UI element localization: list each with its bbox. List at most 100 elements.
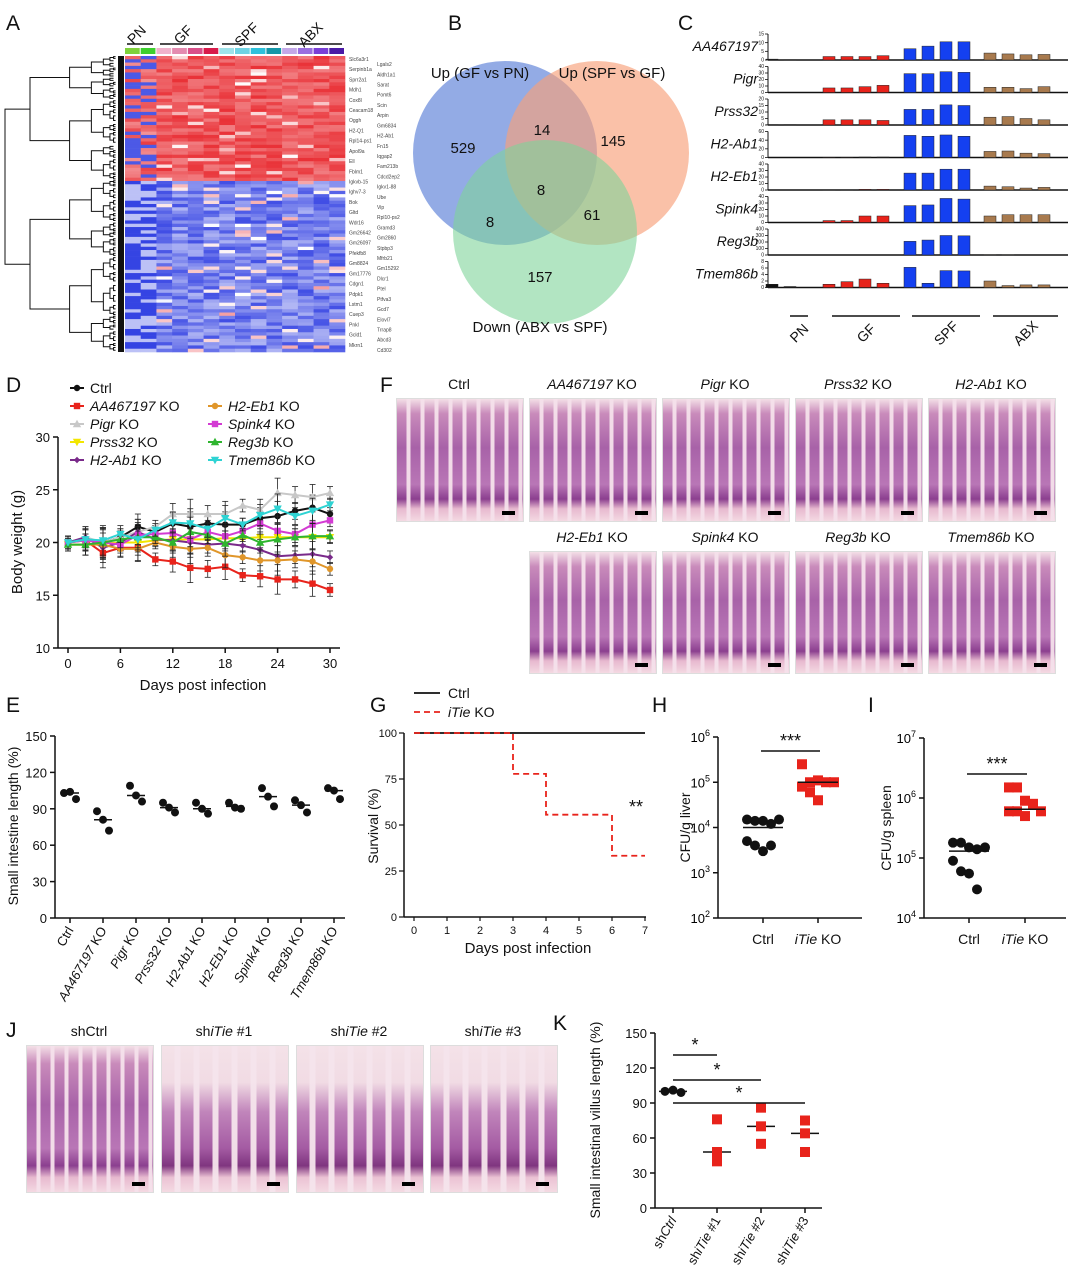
heatmap-cell <box>203 286 220 290</box>
heatmap-cell <box>203 151 220 155</box>
heatmap-cell <box>140 134 157 139</box>
bar <box>939 168 953 191</box>
heatmap-cell <box>187 263 204 267</box>
bar <box>903 205 917 223</box>
heatmap-cell <box>313 335 330 340</box>
heatmap-cell <box>235 144 252 149</box>
gene-label: Fblm1 <box>349 169 363 175</box>
heatmap-cell <box>266 210 283 215</box>
heatmap-cell <box>156 111 173 116</box>
series-line <box>67 491 331 544</box>
heatmap-cell <box>250 338 267 343</box>
data-point <box>171 808 179 817</box>
heatmap-cell <box>250 305 267 310</box>
heatmap-cell <box>282 151 299 155</box>
sample-color-bar <box>156 48 172 54</box>
heatmap-cell <box>329 148 346 152</box>
heatmap-cell <box>219 250 236 254</box>
heatmap-cell <box>250 319 267 323</box>
heatmap-cell <box>156 266 173 271</box>
heatmap-cell <box>125 279 142 284</box>
heatmap-cell <box>266 184 283 188</box>
legend-label: Reg3b KO <box>228 434 293 450</box>
heatmap-cell <box>266 246 283 251</box>
heatmap-cell <box>282 325 299 330</box>
heatmap-cell <box>140 171 157 175</box>
heatmap-cell <box>156 180 173 185</box>
y-tick-label: 104 <box>897 909 916 926</box>
heatmap-cell <box>125 236 142 241</box>
marker-triangle-down <box>116 530 125 539</box>
heatmap-cell <box>313 319 330 323</box>
heatmap-cell <box>187 59 204 63</box>
heatmap-cell <box>313 164 330 169</box>
heatmap-cell <box>187 279 204 284</box>
heatmap-cell <box>125 332 142 336</box>
heatmap-cell <box>282 220 299 225</box>
heatmap-cell <box>187 190 204 195</box>
heatmap-cell <box>140 259 157 264</box>
heatmap-cell <box>250 108 267 113</box>
heatmap-cell <box>219 187 236 192</box>
bar <box>858 86 872 93</box>
heatmap-cell <box>313 312 330 317</box>
y-axis-title: Survival (%) <box>365 788 381 863</box>
heatmap-cell <box>313 200 330 205</box>
heatmap-cell <box>187 305 204 310</box>
heatmap-cell <box>187 102 204 106</box>
heatmap-cell <box>282 174 299 178</box>
heatmap-cell <box>156 95 173 100</box>
x-tick-label: 18 <box>218 656 232 671</box>
heatmap-cell <box>219 121 236 126</box>
heatmap-cell <box>125 171 142 175</box>
y-tick-label: 102 <box>691 909 710 926</box>
heatmap-cell <box>172 95 189 100</box>
heatmap-cell <box>297 72 314 77</box>
heatmap-cell <box>156 276 173 280</box>
heatmap-cell <box>219 302 236 307</box>
heatmap-cell <box>125 217 142 221</box>
heatmap-cell <box>203 266 220 271</box>
heatmap-cell <box>282 335 299 340</box>
heatmap-cell <box>313 174 330 178</box>
heatmap-cell <box>140 111 157 116</box>
heatmap-cell <box>250 253 267 257</box>
y-tick-label: 20 <box>758 77 764 83</box>
legend-label: Ctrl <box>448 685 470 701</box>
heatmap-cell <box>297 243 314 248</box>
y-axis-title: Body weight (g) <box>9 490 26 594</box>
heatmap-cell <box>156 85 173 90</box>
heatmap-cell <box>282 299 299 303</box>
heatmap-cell <box>187 240 204 244</box>
data-point <box>676 1088 686 1097</box>
heatmap-cell <box>172 269 189 274</box>
heatmap-cell <box>172 210 189 215</box>
bar <box>921 239 935 256</box>
heatmap-cell <box>219 223 236 228</box>
data-point <box>336 795 344 804</box>
heatmap-cell <box>203 217 220 221</box>
heatmap-cell <box>282 69 299 73</box>
heatmap-cell <box>313 253 330 257</box>
heatmap-cell <box>250 246 267 251</box>
heatmap-cell <box>187 322 204 326</box>
heatmap-cell <box>125 319 142 323</box>
heatmap-cell <box>313 151 330 155</box>
heatmap-cell <box>250 62 267 67</box>
heatmap-cell <box>125 213 142 218</box>
heatmap-cell <box>156 299 173 303</box>
data-point <box>204 809 212 818</box>
heatmap-cell <box>219 259 236 264</box>
gene-label: H2-Ab1 <box>377 134 394 140</box>
heatmap-cell <box>250 315 267 320</box>
marker-triangle <box>290 533 300 541</box>
panel-label-F: F <box>380 374 393 397</box>
heatmap-cell <box>203 269 220 274</box>
heatmap-cell <box>219 266 236 271</box>
heatmap-cell <box>125 259 142 264</box>
bar <box>957 270 971 288</box>
heatmap-cell <box>203 345 220 350</box>
heatmap-cell <box>140 105 157 109</box>
heatmap-cell <box>282 148 299 152</box>
